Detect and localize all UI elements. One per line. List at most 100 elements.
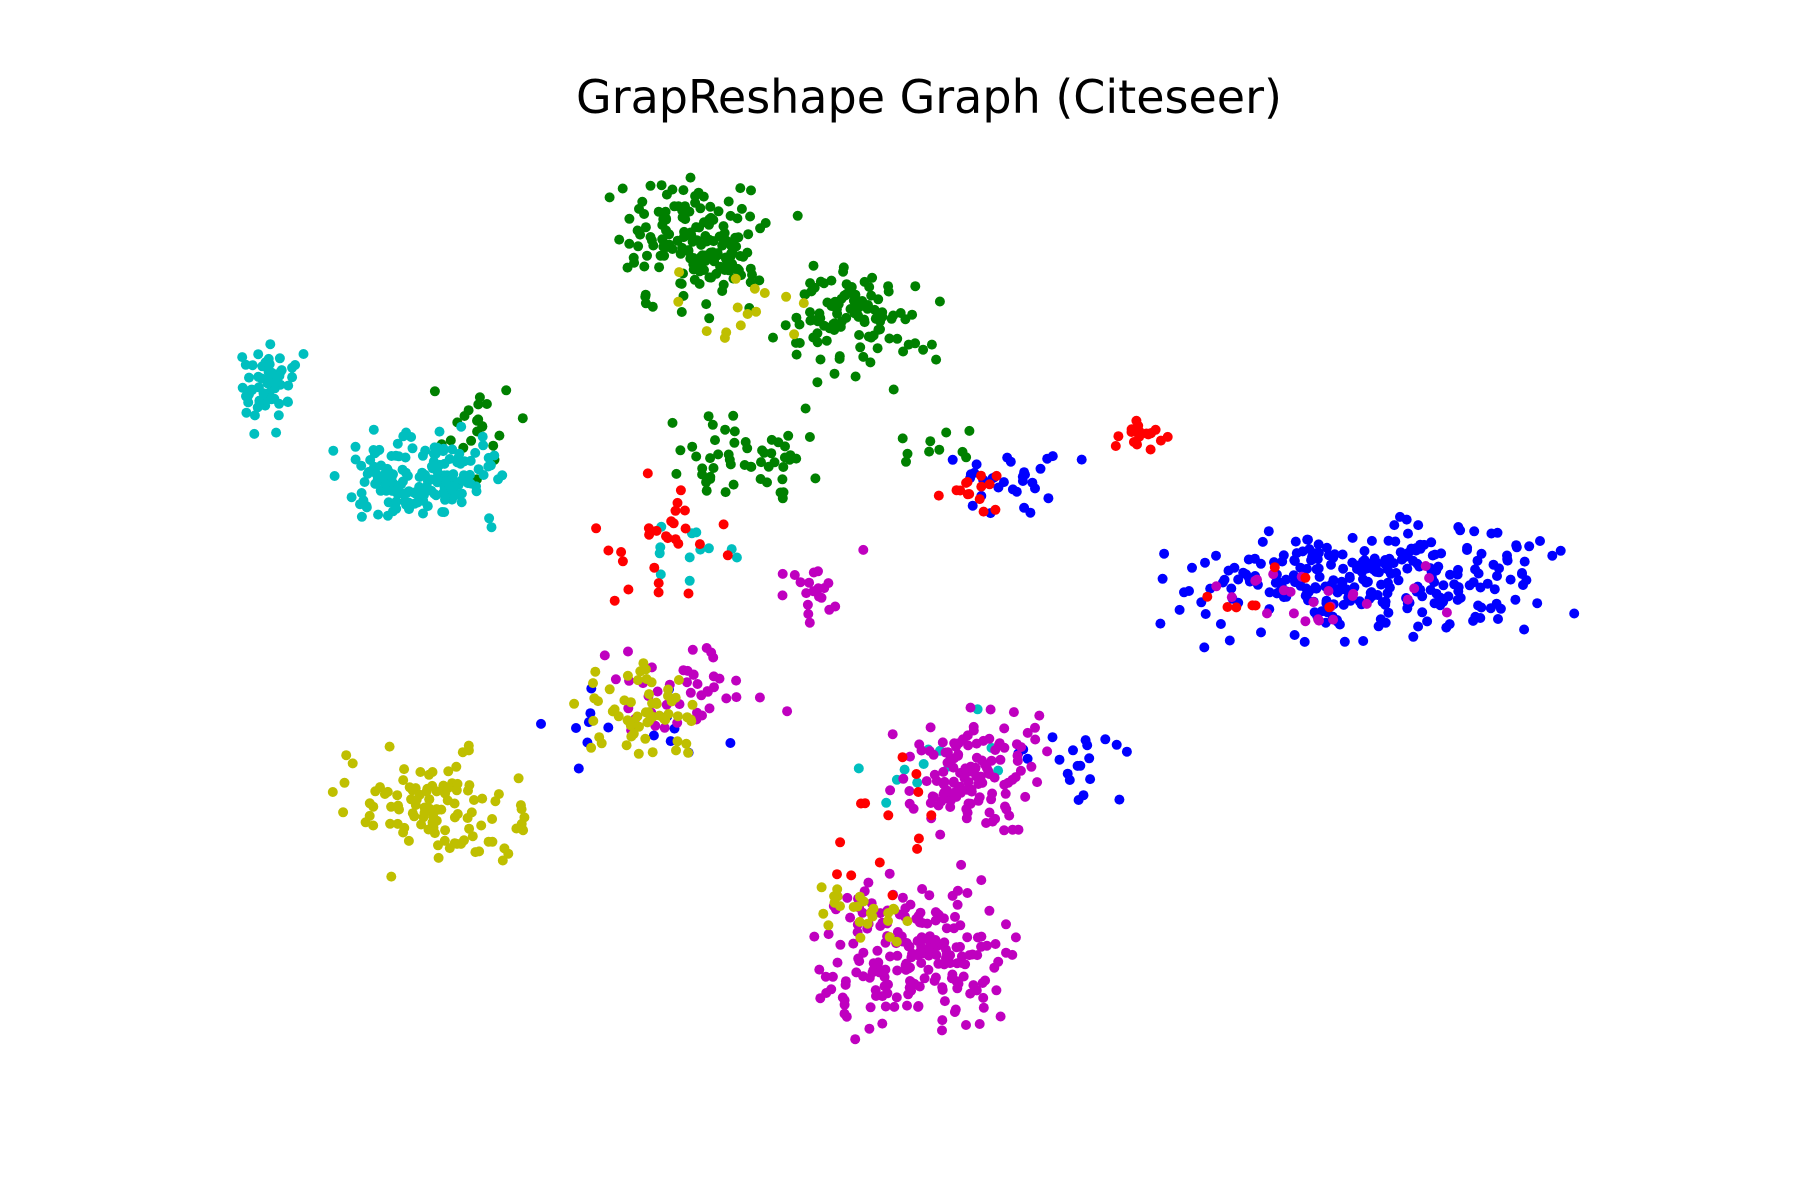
scatter-point [1017,471,1028,482]
scatter-point [835,321,846,332]
scatter-point [731,241,742,252]
scatter-point [903,339,914,350]
scatter-point [466,807,477,818]
scatter-point [863,877,874,888]
scatter-point [718,519,729,530]
scatter-point [456,488,467,499]
scatter-point [728,410,739,421]
scatter-point [386,871,397,882]
scatter-point [977,978,988,988]
scatter-point [900,961,911,972]
scatter-point [892,950,903,961]
scatter-point [1505,574,1516,585]
scatter-point [391,496,402,507]
scatter-point [735,320,746,331]
scatter-point [683,588,694,599]
scatter-point [661,214,672,225]
scatter-point [1357,556,1368,567]
scatter-point [433,840,443,851]
scatter-point [746,185,756,196]
scatter-point [839,290,850,301]
scatter-point [1001,947,1011,958]
scatter-point [846,282,857,292]
scatter-point [810,473,821,484]
scatter-point [356,460,367,471]
scatter-point [1453,564,1463,575]
scatter-point [642,250,652,261]
scatter-point [834,351,845,362]
scatter-point [705,453,716,464]
scatter-point [961,1020,971,1030]
scatter-point [448,469,459,480]
scatter-point [898,773,909,784]
scatter-point [976,931,987,942]
scatter-point [359,477,370,487]
scatter-point [1075,760,1086,771]
scatter-point [1348,588,1359,599]
scatter-point [1547,550,1558,561]
scatter-point [609,595,620,606]
scatter-point [700,250,711,261]
scatter-point [477,431,488,442]
scatter-point [672,235,683,246]
scatter-point [913,1001,924,1012]
scatter-point [1493,614,1503,624]
scatter-point [872,343,883,354]
scatter-point [675,485,686,496]
scatter-point [731,675,742,686]
scatter-point [1324,602,1335,613]
scatter-point [967,500,978,511]
scatter-point [1289,630,1300,640]
scatter-point [1226,583,1237,594]
scatter-point [977,755,987,766]
scatter-point [640,222,651,233]
scatter-point [871,991,881,1001]
scatter-point [703,543,714,554]
scatter-point [675,248,686,259]
scatter-point [835,939,846,950]
scatter-point [1020,791,1031,802]
scatter-point [1532,598,1543,609]
scatter-point [651,525,662,536]
scatter-point [952,958,963,969]
scatter-point [704,313,715,324]
scatter-point [513,773,524,784]
scatter-point [1438,596,1449,607]
scatter-point [1054,754,1065,765]
scatter-point [1082,740,1093,751]
scatter-point [1145,444,1156,455]
scatter-point [1475,613,1486,623]
scatter-point [683,747,694,758]
scatter-point [639,261,650,272]
scatter-point [960,959,971,970]
scatter-point [1358,636,1369,646]
scatter-point [1111,739,1122,750]
scatter-point [766,448,777,459]
scatter-point [656,180,667,191]
scatter-point [1211,581,1222,592]
scatter-point [418,490,429,501]
scatter-point [1314,571,1325,582]
scatter-point [1004,810,1015,821]
scatter-point [1300,616,1311,627]
scatter-point [456,497,467,508]
scatter-point [511,823,522,834]
scatter-point [976,875,987,886]
scatter-point [937,982,948,993]
scatter-point [1519,624,1530,635]
scatter-point [1469,526,1480,537]
scatter-point [883,810,894,821]
scatter-point [1300,572,1311,583]
scatter-point [486,522,497,533]
scatter-point [1200,557,1210,568]
scatter-point [673,675,684,685]
scatter-point [832,869,842,880]
scatter-point [881,797,892,808]
scatter-point [1555,545,1566,556]
scatter-point [247,384,258,395]
scatter-point [659,250,670,261]
scatter-point [947,890,958,901]
scatter-point [854,330,865,340]
scatter-point [455,458,466,469]
scatter-point [1008,707,1019,718]
